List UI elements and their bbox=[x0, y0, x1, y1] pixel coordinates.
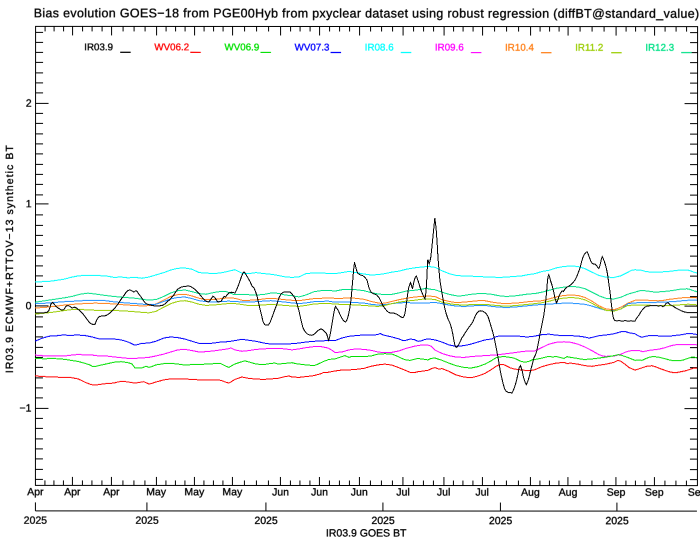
svg-text:May: May bbox=[146, 486, 167, 498]
svg-text:Aug: Aug bbox=[521, 487, 540, 499]
svg-text:Jun: Jun bbox=[311, 486, 328, 498]
svg-text:IR08.6: IR08.6 bbox=[365, 43, 394, 54]
svg-text:IR03.9 GOES BT: IR03.9 GOES BT bbox=[326, 527, 407, 539]
svg-text:IR11.2: IR11.2 bbox=[575, 43, 603, 54]
svg-text:2: 2 bbox=[26, 98, 32, 110]
svg-text:Jun: Jun bbox=[351, 486, 368, 498]
svg-text:May: May bbox=[222, 486, 243, 498]
svg-text:Jul: Jul bbox=[396, 487, 409, 499]
svg-text:Apr: Apr bbox=[103, 486, 120, 498]
svg-text:Jul: Jul bbox=[437, 487, 450, 499]
svg-text:2025: 2025 bbox=[24, 515, 48, 527]
svg-text:IR12.3: IR12.3 bbox=[645, 43, 674, 54]
svg-text:IR03.9 ECMWF+RTTOV−13 syntheti: IR03.9 ECMWF+RTTOV−13 synthetic BT bbox=[4, 144, 16, 373]
svg-text:Apr: Apr bbox=[27, 486, 44, 498]
svg-text:2025: 2025 bbox=[489, 515, 513, 527]
svg-text:WV06.9: WV06.9 bbox=[224, 42, 259, 53]
svg-text:Sep: Sep bbox=[688, 487, 700, 499]
svg-text:Jul: Jul bbox=[475, 487, 488, 499]
svg-text:−1: −1 bbox=[19, 403, 31, 415]
svg-text:Sep: Sep bbox=[645, 487, 664, 499]
svg-text:2025: 2025 bbox=[135, 515, 159, 527]
svg-text:Bias evolution GOES−18 from PG: Bias evolution GOES−18 from PGE00Hyb fro… bbox=[34, 6, 700, 21]
svg-text:IR09.6: IR09.6 bbox=[435, 43, 464, 54]
svg-text:WV06.2: WV06.2 bbox=[154, 42, 189, 53]
svg-text:May: May bbox=[184, 486, 205, 498]
svg-text:2025: 2025 bbox=[605, 515, 629, 527]
svg-text:2025: 2025 bbox=[254, 515, 278, 527]
svg-text:2025: 2025 bbox=[371, 515, 395, 527]
svg-text:0: 0 bbox=[26, 300, 32, 312]
svg-text:Aug: Aug bbox=[559, 487, 578, 499]
svg-text:IR03.9: IR03.9 bbox=[84, 42, 113, 53]
svg-text:WV07.3: WV07.3 bbox=[295, 42, 330, 53]
svg-text:Sep: Sep bbox=[607, 487, 626, 499]
svg-text:Apr: Apr bbox=[64, 486, 81, 498]
svg-text:IR10.4: IR10.4 bbox=[505, 43, 534, 54]
svg-text:1: 1 bbox=[26, 198, 32, 210]
svg-text:Jun: Jun bbox=[272, 486, 289, 498]
